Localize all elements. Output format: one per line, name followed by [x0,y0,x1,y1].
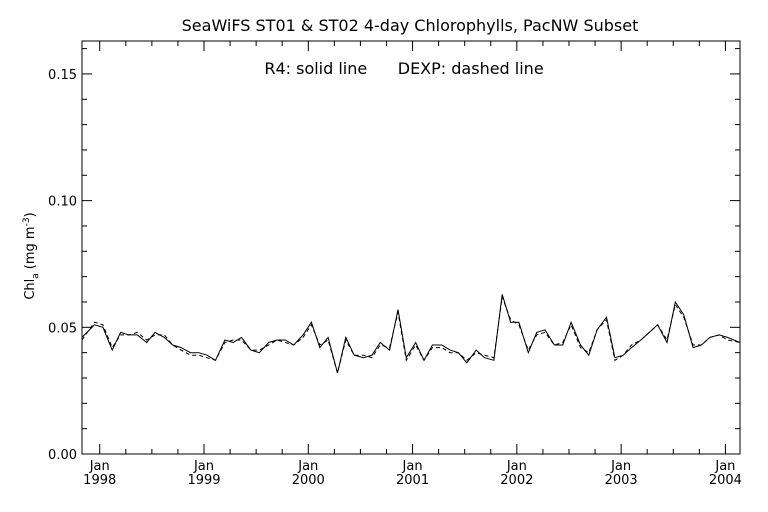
x-tick-month-label: Jan [297,459,318,474]
x-tick-month-label: Jan [610,459,631,474]
y-tick-label: 0.10 [48,195,77,210]
x-tick-year-label: 2002 [500,473,533,488]
plot-frame [81,40,741,455]
x-tick-year-label: 2001 [396,473,429,488]
svg-text:Chla(mg m-3): Chla (mg m-3) [22,212,41,299]
x-tick-year-label: 1998 [83,473,116,488]
x-tick-year-label: 2000 [292,473,325,488]
y-tick-label: 0.00 [48,448,77,463]
series-line-dexp [81,296,741,375]
y-ticks: 0.00 0.05 0.10 0.15 [48,48,740,463]
series-annotation: R4: solid line DEXP: dashed line [264,59,543,78]
y-axis-label-unit: (mg m [23,226,38,269]
series-line-r4 [81,294,741,374]
x-tick-month-label: Jan [506,459,527,474]
x-tick-month-label: Jan [714,459,735,474]
y-axis-label-close: ) [23,212,38,217]
x-tick-year-label: 1999 [187,473,220,488]
x-tick-year-label: 2004 [709,473,742,488]
x-ticks: Jan1998Jan1999Jan2000Jan2001Jan2002Jan20… [83,41,742,488]
x-tick-year-label: 2003 [605,473,638,488]
x-tick-month-label: Jan [402,459,423,474]
y-axis-label-main: Chl [23,279,38,300]
y-axis-label-sub: a [31,273,41,279]
x-tick-month-label: Jan [193,459,214,474]
y-tick-label: 0.05 [48,321,77,336]
y-tick-label: 0.15 [48,68,77,83]
y-axis-label: Chla (mg m-3) [22,212,41,299]
series-layer [81,294,741,375]
y-axis-label-sup: -3 [22,217,32,226]
chart-title: SeaWiFS ST01 & ST02 4-day Chlorophylls, … [182,16,639,35]
x-tick-month-label: Jan [89,459,110,474]
